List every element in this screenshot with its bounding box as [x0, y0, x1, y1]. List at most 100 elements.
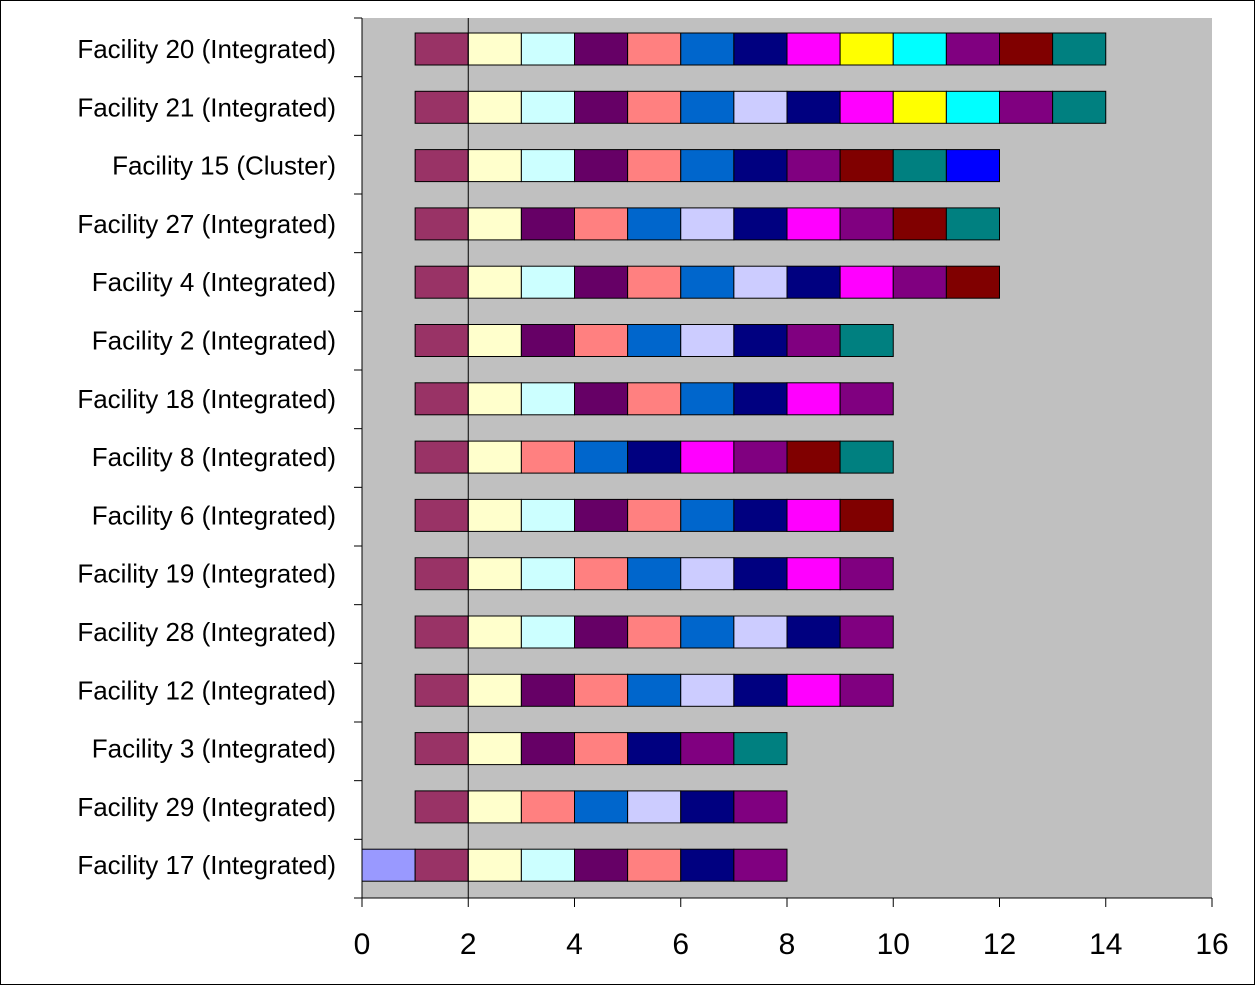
bar-segment	[627, 790, 682, 824]
category-label: Facility 27 (Integrated)	[77, 209, 336, 239]
bar-segment	[574, 732, 629, 766]
bar-segment	[520, 32, 575, 66]
bar-segment	[361, 848, 416, 882]
bar-segment	[680, 557, 735, 591]
bar-segment	[945, 90, 1000, 124]
bar-segment	[414, 848, 469, 882]
bar-segment	[945, 207, 1000, 241]
bar-segment	[999, 32, 1054, 66]
bar-segment	[414, 440, 469, 474]
category-label: Facility 17 (Integrated)	[77, 850, 336, 880]
bar-segment	[627, 673, 682, 707]
bar-segment	[467, 440, 522, 474]
bar-segment	[786, 90, 841, 124]
bar-segment	[414, 207, 469, 241]
x-tick-label: 4	[566, 928, 583, 961]
bar-row	[414, 557, 894, 591]
bar-segment	[892, 90, 947, 124]
bar-row	[414, 732, 788, 766]
bar-segment	[786, 557, 841, 591]
bar-segment	[520, 790, 575, 824]
bar-segment	[945, 265, 1000, 299]
bar-segment	[733, 324, 788, 357]
bar-segment	[627, 440, 682, 474]
bar-row	[414, 673, 894, 707]
x-tick-label: 0	[354, 928, 371, 961]
bar-segment	[627, 615, 682, 649]
bar-segment	[680, 498, 735, 532]
labels-layer: Facility 20 (Integrated) Facility 21 (Int…	[77, 34, 1228, 961]
bar-segment	[733, 207, 788, 241]
bar-segment	[467, 732, 522, 766]
bar-segment	[892, 207, 947, 241]
bar-segment	[839, 615, 894, 649]
category-label: Facility 19 (Integrated)	[77, 559, 336, 589]
bar-segment	[574, 382, 629, 416]
bar-segment	[680, 732, 735, 766]
bar-segment	[839, 673, 894, 707]
bar-segment	[786, 382, 841, 416]
bar-segment	[520, 207, 575, 241]
bar-segment	[733, 848, 788, 882]
bar-segment	[467, 848, 522, 882]
bar-segment	[839, 440, 894, 474]
bar-segment	[574, 265, 629, 299]
bar-segment	[467, 615, 522, 649]
x-tick-label: 8	[779, 928, 796, 961]
bar-segment	[467, 207, 522, 241]
category-label: Facility 18 (Integrated)	[77, 384, 336, 414]
bar-segment	[786, 207, 841, 241]
bar-segment	[627, 498, 682, 532]
bar-row	[414, 149, 1000, 183]
bar-segment	[839, 382, 894, 416]
category-label: Facility 3 (Integrated)	[92, 734, 336, 764]
bar-segment	[733, 440, 788, 474]
bar-segment	[733, 557, 788, 591]
bar-segment	[520, 557, 575, 591]
bar-segment	[627, 732, 682, 766]
bar-segment	[574, 790, 629, 824]
bar-row	[414, 32, 1107, 66]
axes-layer	[354, 17, 1213, 907]
bar-segment	[467, 149, 522, 183]
bar-segment	[520, 848, 575, 882]
bar-segment	[467, 498, 522, 532]
bar-segment	[414, 673, 469, 707]
bar-segment	[839, 498, 894, 532]
bar-segment	[520, 324, 575, 357]
x-tick-label: 16	[1195, 928, 1228, 961]
bar-segment	[1052, 90, 1107, 124]
bar-segment	[574, 673, 629, 707]
bar-segment	[839, 32, 894, 66]
bar-row	[361, 848, 788, 882]
bar-segment	[680, 673, 735, 707]
bars-layer	[361, 32, 1107, 882]
bar-segment	[574, 90, 629, 124]
bar-segment	[1052, 32, 1107, 66]
bar-segment	[467, 265, 522, 299]
bar-segment	[627, 557, 682, 591]
bar-segment	[574, 498, 629, 532]
bar-segment	[627, 265, 682, 299]
bar-segment	[680, 615, 735, 649]
bar-segment	[892, 149, 947, 183]
bar-segment	[839, 149, 894, 183]
bar-row	[414, 90, 1107, 124]
bar-segment	[786, 32, 841, 66]
category-label: Facility 15 (Cluster)	[112, 151, 336, 181]
bar-segment	[414, 324, 469, 357]
bar-segment	[414, 32, 469, 66]
bar-segment	[680, 207, 735, 241]
bar-segment	[839, 324, 894, 357]
bar-segment	[467, 790, 522, 824]
category-label: Facility 21 (Integrated)	[77, 92, 336, 122]
bar-segment	[680, 382, 735, 416]
bar-row	[414, 265, 1000, 299]
bar-row	[414, 324, 894, 357]
bar-segment	[574, 149, 629, 183]
bar-segment	[627, 32, 682, 66]
category-label: Facility 12 (Integrated)	[77, 675, 336, 705]
bar-segment	[414, 382, 469, 416]
bar-segment	[627, 382, 682, 416]
